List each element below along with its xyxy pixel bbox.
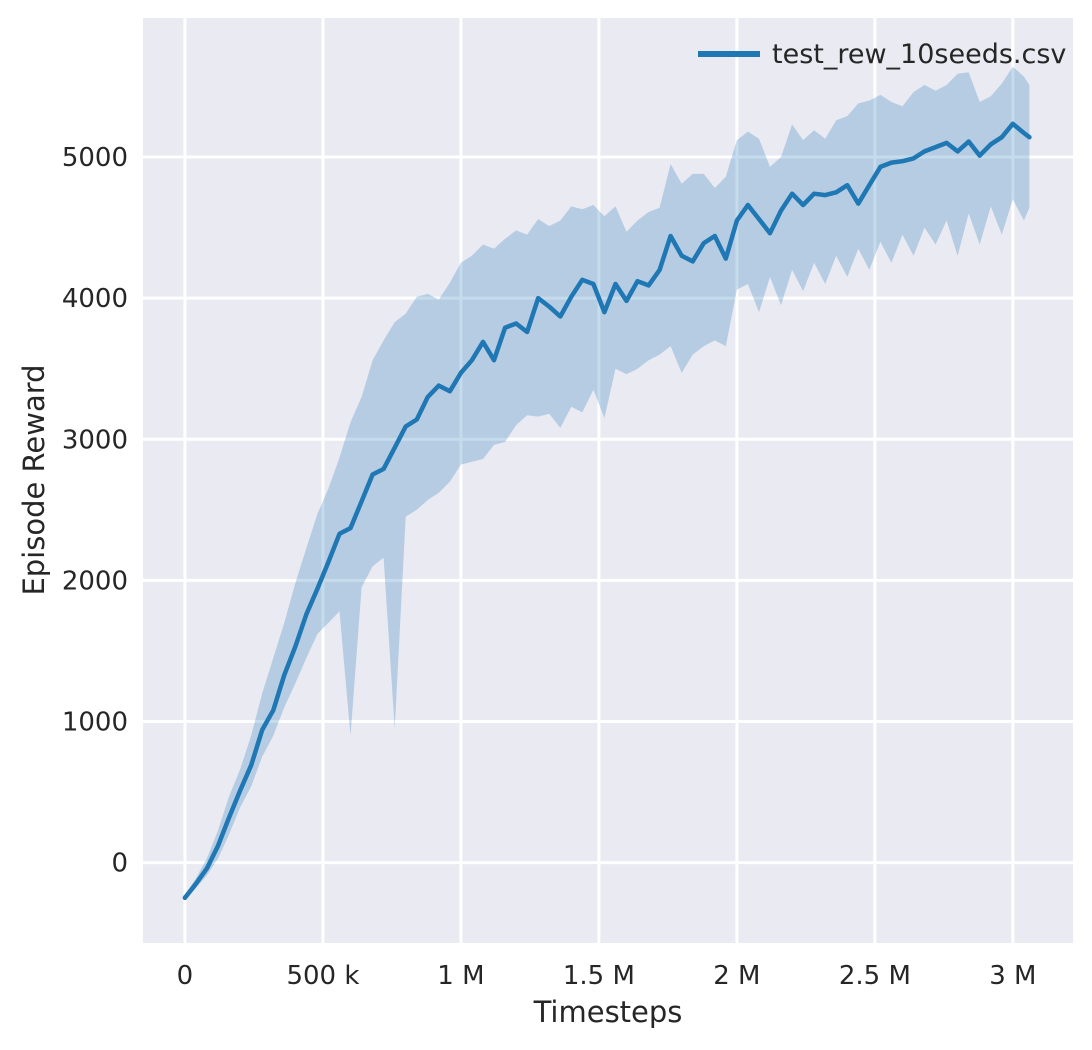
x-tick-label: 500 k (286, 961, 359, 991)
y-tick-labels: 0 1000 2000 3000 4000 5000 (62, 143, 128, 879)
x-tick-label: 0 (177, 961, 194, 991)
x-tick-label: 1.5 M (563, 961, 635, 991)
confidence-band (184, 66, 1030, 901)
legend-label: test_rew_10seeds.csv (772, 39, 1066, 70)
y-tick-label: 3000 (62, 425, 128, 455)
x-tick-label: 2.5 M (839, 961, 911, 991)
y-tick-label: 5000 (62, 143, 128, 173)
x-tick-label: 3 M (989, 961, 1036, 991)
y-tick-label: 0 (111, 849, 128, 879)
y-axis-label: Episode Reward (17, 364, 51, 595)
x-tick-label: 2 M (713, 961, 760, 991)
plot-area (143, 18, 1073, 943)
reward-line (182, 121, 1032, 901)
x-axis-label: Timesteps (533, 995, 683, 1029)
legend: test_rew_10seeds.csv (698, 39, 1066, 70)
x-tick-labels: 0 500 k 1 M 1.5 M 2 M 2.5 M 3 M (177, 961, 1037, 991)
y-tick-label: 4000 (62, 284, 128, 314)
x-tick-label: 1 M (437, 961, 484, 991)
y-tick-label: 2000 (62, 566, 128, 596)
y-tick-label: 1000 (62, 708, 128, 738)
grid-lines (143, 18, 1073, 943)
